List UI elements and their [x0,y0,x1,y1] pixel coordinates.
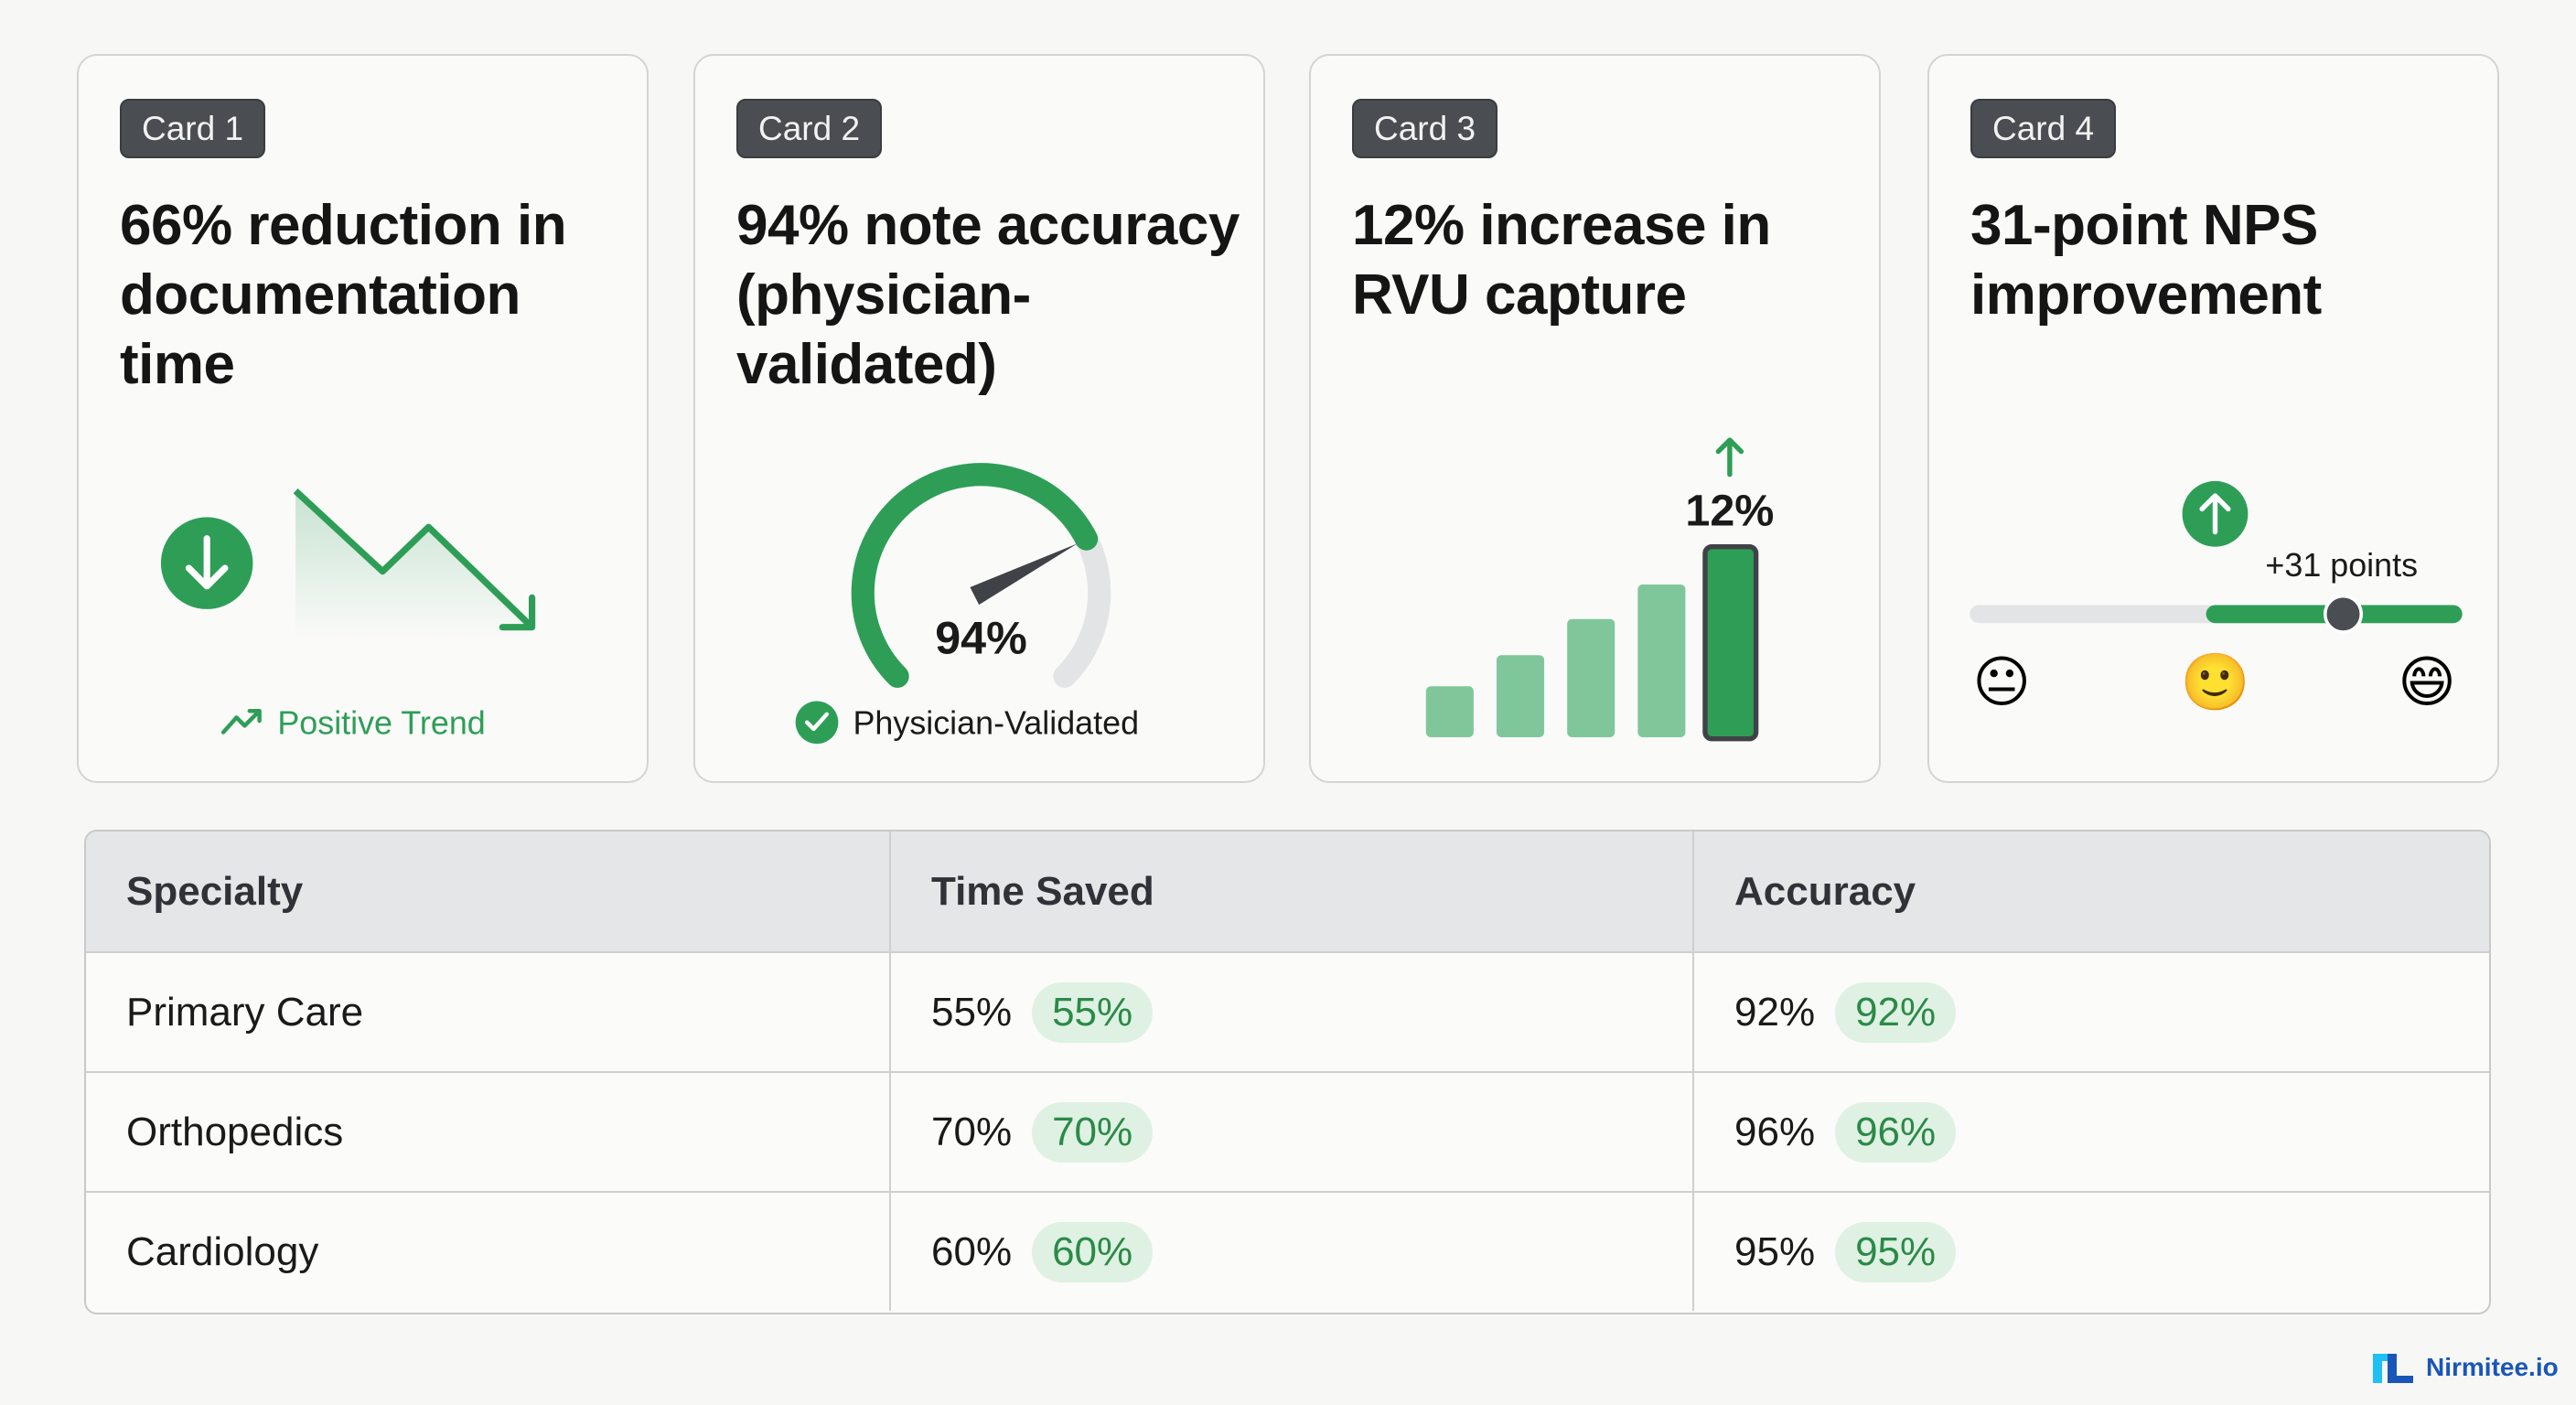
bar-3 [1567,618,1615,737]
arrow-down-circle-icon [160,517,253,609]
card-title: 12% increase in RVU capture [1352,194,1771,327]
card-badge: Card 3 [1352,99,1498,158]
time-saved-cell: 55% 55% [889,953,1692,1071]
accuracy-value: 96% [1734,1109,1816,1154]
card-title: 31-point NPS improvement [1970,194,2322,327]
gauge-needle [970,543,1079,606]
accuracy-value: 95% [1734,1228,1816,1274]
accuracy-badge: 92% [1835,981,1957,1043]
header-time-saved: Time Saved [889,831,1692,951]
time-saved-value: 70% [931,1109,1013,1154]
card-badge: Card 4 [1970,99,2117,158]
card-rvu-capture: Card 3 12% increase in RVU capture 12% [1309,54,1881,783]
table-row: Orthopedics 70% 70% 96% 96% [86,1071,2489,1191]
card-title: 66% reduction in documentation time [120,194,567,396]
table-header-row: Specialty Time Saved Accuracy [86,831,2489,951]
time-saved-badge: 55% [1032,981,1154,1043]
accuracy-badge: 95% [1835,1221,1957,1282]
time-saved-badge: 60% [1032,1221,1154,1282]
bar-5-highlight [1702,544,1759,742]
time-saved-value: 55% [931,989,1013,1035]
time-saved-value: 60% [931,1228,1013,1274]
grin-face-icon: 😄 [2398,650,2456,713]
bar-label: 12% [1685,486,1774,535]
card-documentation-time: Card 1 66% reduction in documentation ti… [77,54,649,783]
neutral-face-icon: 😐 [1972,650,2031,713]
accuracy-badge: 96% [1835,1101,1957,1163]
trend-footer: Positive Trend [277,704,485,741]
arrow-up-circle-icon [2182,480,2249,547]
specialty-cell: Orthopedics [126,1109,344,1154]
time-saved-badge: 70% [1032,1101,1154,1163]
nirmitee-logo-icon [2373,1354,2413,1383]
trend-area [295,490,531,639]
bar-2 [1497,655,1545,737]
trend-visual: Positive Trend [160,488,536,741]
specialty-cell: Cardiology [126,1228,319,1274]
table-row: Primary Care 55% 55% 92% 92% [86,951,2489,1071]
card-note-accuracy: Card 2 94% note accuracy (physician-vali… [693,54,1265,783]
header-accuracy: Accuracy [1692,831,2489,951]
header-specialty: Specialty [126,868,304,914]
smile-face-icon: 🙂 [2181,650,2250,713]
bar-1 [1425,686,1474,737]
trend-arrowhead [499,594,536,631]
check-circle-icon [795,701,839,745]
specialty-cell: Primary Care [126,989,364,1035]
accuracy-cell: 95% 95% [1692,1193,2489,1311]
time-saved-cell: 60% 60% [889,1193,1692,1311]
bar-visual: 12% [1425,437,1774,742]
bar-4 [1637,585,1686,737]
validated-footer: Physician-Validated [853,704,1139,741]
specialty-table: Specialty Time Saved Accuracy Primary Ca… [84,830,2491,1314]
brand-logo: Nirmitee.io [2373,1352,2559,1383]
brand-name: Nirmitee.io [2426,1353,2559,1381]
gauge-fill [851,463,1099,688]
gauge-visual: 94% Physician-Validated [795,463,1139,745]
slider-label: +31 points [2265,547,2418,584]
card-nps: Card 4 31-point NPS improvement +31 poin… [1927,54,2499,783]
card-badge: Card 1 [120,99,266,158]
slider-knob [2323,594,2364,634]
trending-up-icon [220,708,262,735]
gauge-label: 94% [935,612,1027,663]
card-title: 94% note accuracy (physician-validated) [736,194,1240,396]
nps-visual: +31 points 😐 🙂 😄 [1970,480,2463,713]
table-row: Cardiology 60% 60% 95% 95% [86,1191,2489,1311]
card-badge: Card 2 [736,99,883,158]
accuracy-value: 92% [1734,989,1816,1035]
arrow-up-icon [1715,437,1744,477]
time-saved-cell: 70% 70% [889,1073,1692,1191]
accuracy-cell: 96% 96% [1692,1073,2489,1191]
accuracy-cell: 92% 92% [1692,953,2489,1071]
trend-line [293,488,533,628]
